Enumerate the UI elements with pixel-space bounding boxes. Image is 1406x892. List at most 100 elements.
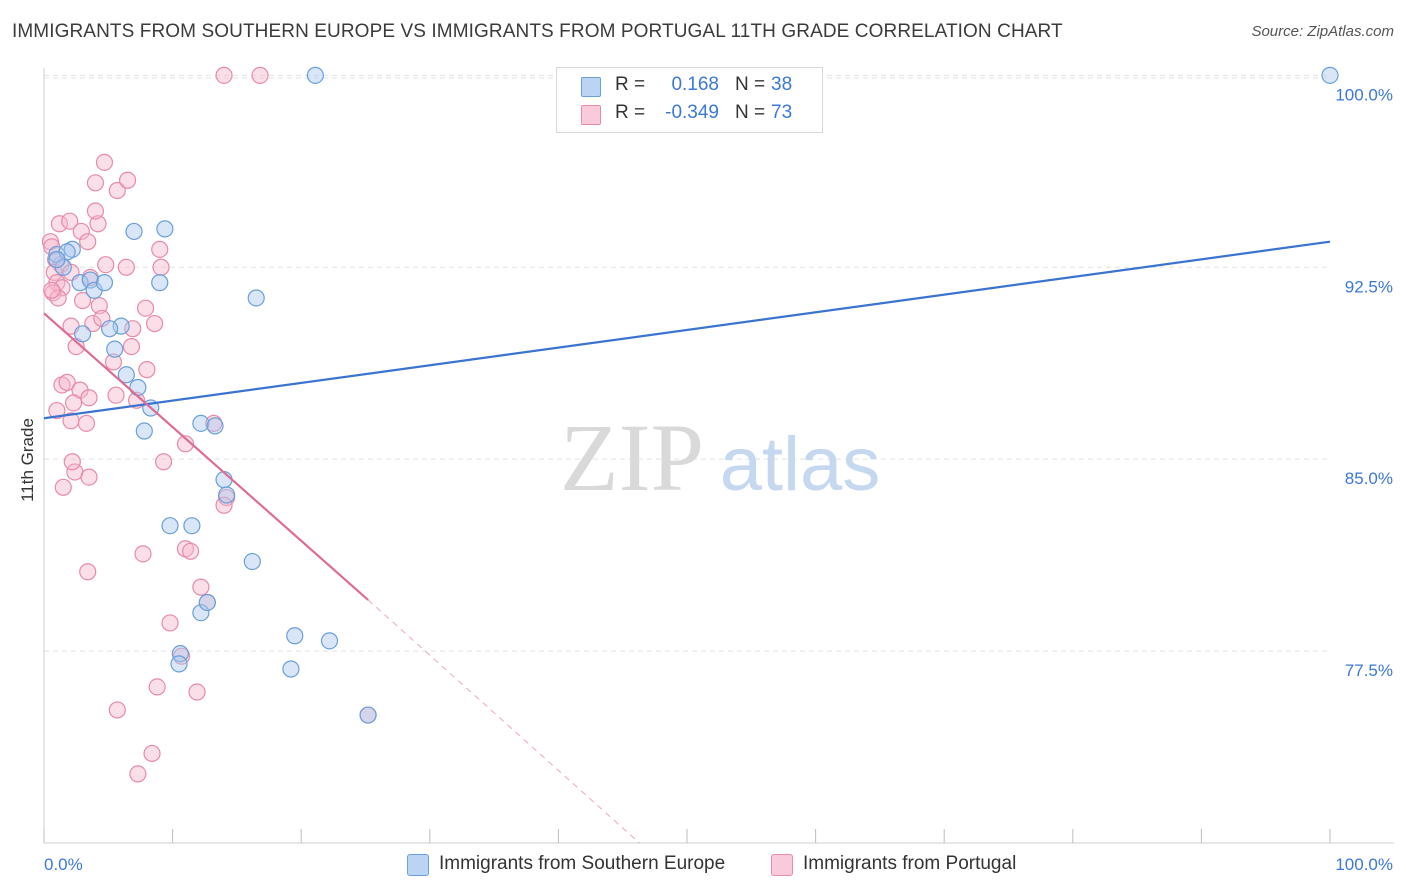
data-point (135, 422, 153, 440)
legend-r-label: R = (615, 74, 646, 95)
data-point (282, 660, 300, 678)
data-point (215, 471, 233, 489)
legend-swatch-blue (581, 77, 601, 97)
legend-r-label: R = (615, 102, 646, 123)
data-point (134, 545, 152, 563)
data-point (53, 279, 71, 297)
data-point (90, 297, 108, 315)
data-point (138, 361, 156, 379)
y-tick-label: 92.5% (1345, 277, 1393, 296)
data-point (108, 701, 126, 719)
stats-legend: R = 0.168 N = 38 R = -0.349 N = 73 (556, 67, 823, 133)
data-point (251, 66, 269, 84)
data-point (97, 256, 115, 274)
data-point (188, 683, 206, 701)
data-point (50, 215, 69, 233)
data-point (64, 394, 83, 412)
legend-swatch-blue (407, 854, 429, 876)
data-point (145, 314, 164, 333)
data-point (71, 274, 89, 292)
data-point (286, 627, 304, 645)
data-point (73, 325, 92, 343)
data-point (125, 222, 143, 241)
x-tick-label-min: 0.0% (44, 855, 83, 874)
legend-label: Immigrants from Portugal (803, 853, 1017, 874)
gridlines (44, 74, 1330, 652)
data-point (129, 765, 147, 783)
data-point (86, 202, 105, 220)
legend-swatch-pink (581, 105, 601, 125)
y-tick-label: 77.5% (1345, 661, 1393, 680)
tick-labels: 100.0% 92.5% 85.0% 77.5% 0.0% 100.0% (44, 85, 1393, 874)
data-point (206, 417, 224, 435)
data-point (122, 337, 141, 356)
legend-n-label: N = (735, 102, 766, 123)
data-point (136, 299, 155, 317)
data-point (359, 706, 377, 724)
watermark-zip: ZIP (560, 404, 704, 511)
legend-n-value: 38 (771, 74, 793, 95)
data-point (247, 289, 265, 307)
data-point (107, 386, 125, 404)
data-point (129, 378, 147, 397)
data-point (72, 222, 90, 241)
data-point (104, 353, 123, 371)
data-point (89, 215, 107, 233)
axes (43, 68, 1394, 844)
data-point (148, 678, 166, 696)
data-point (108, 181, 126, 200)
data-point (215, 66, 233, 84)
data-point (48, 250, 66, 269)
data-point (117, 366, 135, 384)
data-point (183, 517, 201, 535)
trendlines (43, 240, 1331, 844)
series-portugal (41, 66, 377, 783)
trendline-southern-europe (43, 240, 1331, 420)
data-point (151, 274, 169, 292)
legend-n-value: 73 (771, 102, 793, 123)
legend-r-value: -0.349 (665, 102, 719, 123)
data-point (152, 258, 170, 276)
data-point (58, 373, 76, 392)
data-point (86, 174, 105, 192)
data-point (79, 233, 97, 251)
data-point (182, 542, 200, 560)
data-point (84, 314, 102, 333)
data-point (192, 604, 210, 622)
data-point (80, 468, 98, 486)
data-point (198, 593, 216, 612)
data-point (176, 435, 195, 453)
chart-title: IMMIGRANTS FROM SOUTHERN EUROPE VS IMMIG… (12, 21, 1063, 42)
data-point (306, 66, 324, 84)
data-point (118, 171, 137, 189)
data-point (95, 274, 114, 292)
series-legend: Immigrants from Southern Europe Immigran… (0, 852, 1406, 878)
data-point (80, 389, 98, 407)
legend-row-portugal: R = -0.349 N = 73 (557, 100, 822, 128)
data-point (54, 478, 72, 496)
data-point (161, 614, 179, 632)
data-point (192, 578, 210, 596)
legend-row-southern-europe: R = 0.168 N = 38 (557, 72, 822, 100)
series-southern-europe (48, 66, 1339, 724)
data-point (154, 453, 173, 471)
data-point (61, 212, 79, 230)
watermark: ZIP atlas (560, 404, 880, 511)
data-point (170, 655, 188, 673)
data-point (117, 258, 135, 276)
legend-label: Immigrants from Southern Europe (439, 853, 726, 874)
y-tick-label: 100.0% (1335, 85, 1393, 104)
data-point (79, 563, 97, 581)
data-point (161, 517, 179, 535)
legend-swatch-pink (771, 854, 793, 876)
data-point (106, 340, 124, 358)
data-point (320, 632, 339, 650)
y-tick-label: 85.0% (1345, 469, 1393, 488)
data-point (77, 414, 96, 432)
data-point (95, 153, 114, 171)
data-point (100, 320, 119, 338)
data-point (151, 240, 169, 258)
data-point (1321, 66, 1339, 84)
source-label: Source: ZipAtlas.com (1251, 23, 1394, 40)
